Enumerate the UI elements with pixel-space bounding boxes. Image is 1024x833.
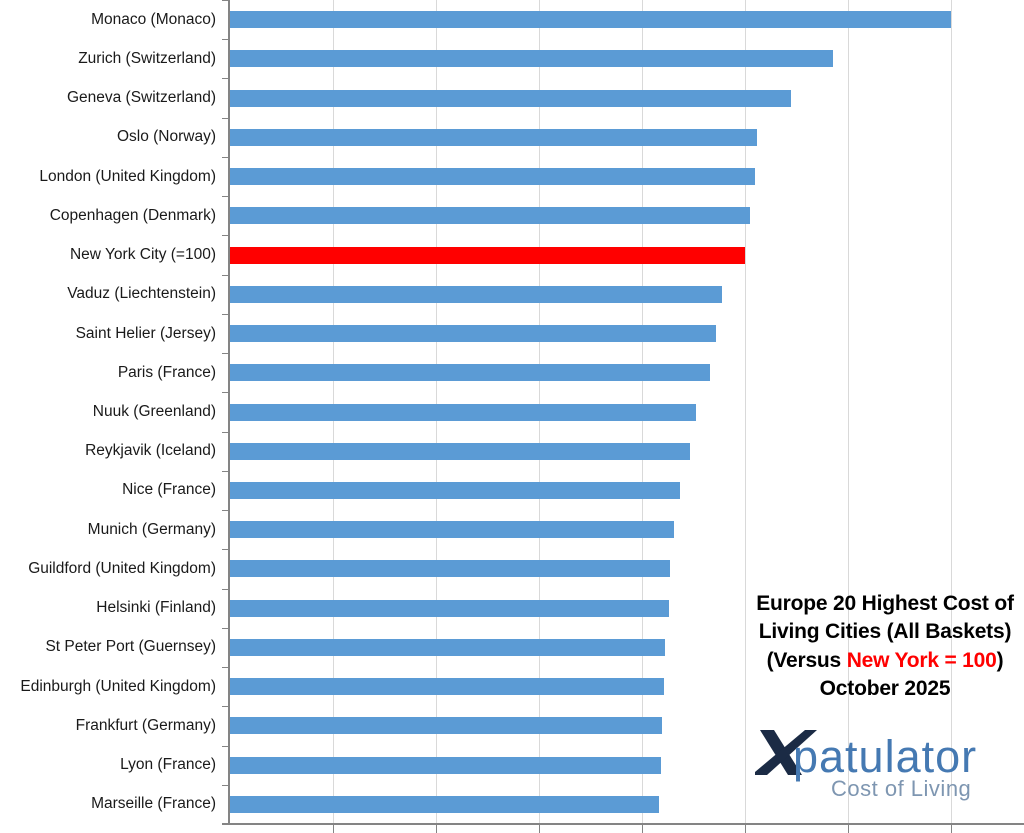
bar bbox=[230, 168, 756, 186]
bar bbox=[230, 442, 690, 460]
x-axis-line bbox=[222, 823, 1024, 825]
bar bbox=[230, 717, 663, 735]
category-label: Marseille (France) bbox=[91, 795, 216, 813]
category-label: Edinburgh (United Kingdom) bbox=[20, 677, 216, 695]
category-label: Munich (Germany) bbox=[87, 520, 216, 538]
chart-title-line3-suffix: ) bbox=[996, 648, 1004, 672]
y-axis-line bbox=[228, 0, 230, 825]
xpatulator-tagline: Cost of Living bbox=[831, 776, 972, 801]
bar bbox=[230, 795, 659, 813]
category-label: Lyon (France) bbox=[120, 756, 216, 774]
gridline-80 bbox=[642, 0, 643, 823]
gridline-60 bbox=[539, 0, 540, 823]
x-axis-tick bbox=[848, 824, 849, 833]
bar bbox=[230, 521, 674, 539]
bar bbox=[230, 599, 669, 617]
category-label: Geneva (Switzerland) bbox=[66, 89, 216, 107]
bar bbox=[230, 128, 757, 146]
bar bbox=[230, 678, 665, 696]
bar bbox=[230, 89, 792, 107]
category-label: Vaduz (Liechtenstein) bbox=[67, 285, 216, 303]
category-label: New York City (=100) bbox=[69, 246, 216, 264]
chart-title-line3-prefix: (Versus bbox=[766, 648, 847, 672]
category-label: Oslo (Norway) bbox=[116, 128, 216, 146]
chart-title-line2: Living Cities (All Baskets) bbox=[758, 620, 1012, 644]
category-label: Frankfurt (Germany) bbox=[75, 716, 216, 734]
bar bbox=[230, 403, 697, 421]
chart-title-line4: October 2025 bbox=[819, 677, 951, 701]
category-label: Helsinki (Finland) bbox=[96, 599, 216, 617]
x-axis-tick bbox=[436, 824, 437, 833]
x-axis-tick bbox=[745, 824, 746, 833]
category-label: Zurich (Switzerland) bbox=[78, 49, 216, 67]
bar bbox=[230, 325, 717, 343]
chart-title: Europe 20 Highest Cost of Living Cities … bbox=[730, 590, 1024, 704]
chart-title-line3: (Versus New York = 100) bbox=[730, 647, 1024, 675]
category-label: Reykjavik (Iceland) bbox=[85, 442, 216, 460]
category-label: Nice (France) bbox=[122, 481, 216, 499]
xpatulator-logo: patulator Cost of Living bbox=[745, 720, 1024, 815]
category-label: St Peter Port (Guernsey) bbox=[45, 638, 216, 656]
x-axis-tick bbox=[333, 824, 334, 833]
category-label: Nuuk (Greenland) bbox=[92, 402, 216, 420]
x-axis-tick bbox=[642, 824, 643, 833]
gridline-20 bbox=[333, 0, 334, 823]
category-label: London (United Kingdom) bbox=[39, 167, 216, 185]
gridline-40 bbox=[436, 0, 437, 823]
category-label: Monaco (Monaco) bbox=[91, 10, 216, 28]
bar bbox=[230, 364, 711, 382]
bar bbox=[230, 560, 670, 578]
xpatulator-x-icon bbox=[755, 730, 817, 775]
x-axis-tick bbox=[539, 824, 540, 833]
bar bbox=[230, 11, 951, 29]
category-label: Saint Helier (Jersey) bbox=[75, 324, 216, 342]
bar bbox=[230, 207, 751, 225]
bar bbox=[230, 481, 681, 499]
bar bbox=[230, 638, 666, 656]
category-label: Guildford (United Kingdom) bbox=[28, 559, 216, 577]
xpatulator-brand-text: patulator bbox=[793, 731, 978, 782]
category-label: Paris (France) bbox=[117, 363, 216, 381]
bar bbox=[230, 756, 661, 774]
chart-title-newyork-highlight: New York = 100 bbox=[846, 648, 997, 672]
category-label: Copenhagen (Denmark) bbox=[49, 206, 216, 224]
bar bbox=[230, 50, 833, 68]
x-axis-tick bbox=[951, 824, 952, 833]
chart-title-line1: Europe 20 Highest Cost of bbox=[756, 592, 1014, 615]
bar bbox=[230, 285, 722, 303]
bar-highlight bbox=[230, 246, 745, 264]
